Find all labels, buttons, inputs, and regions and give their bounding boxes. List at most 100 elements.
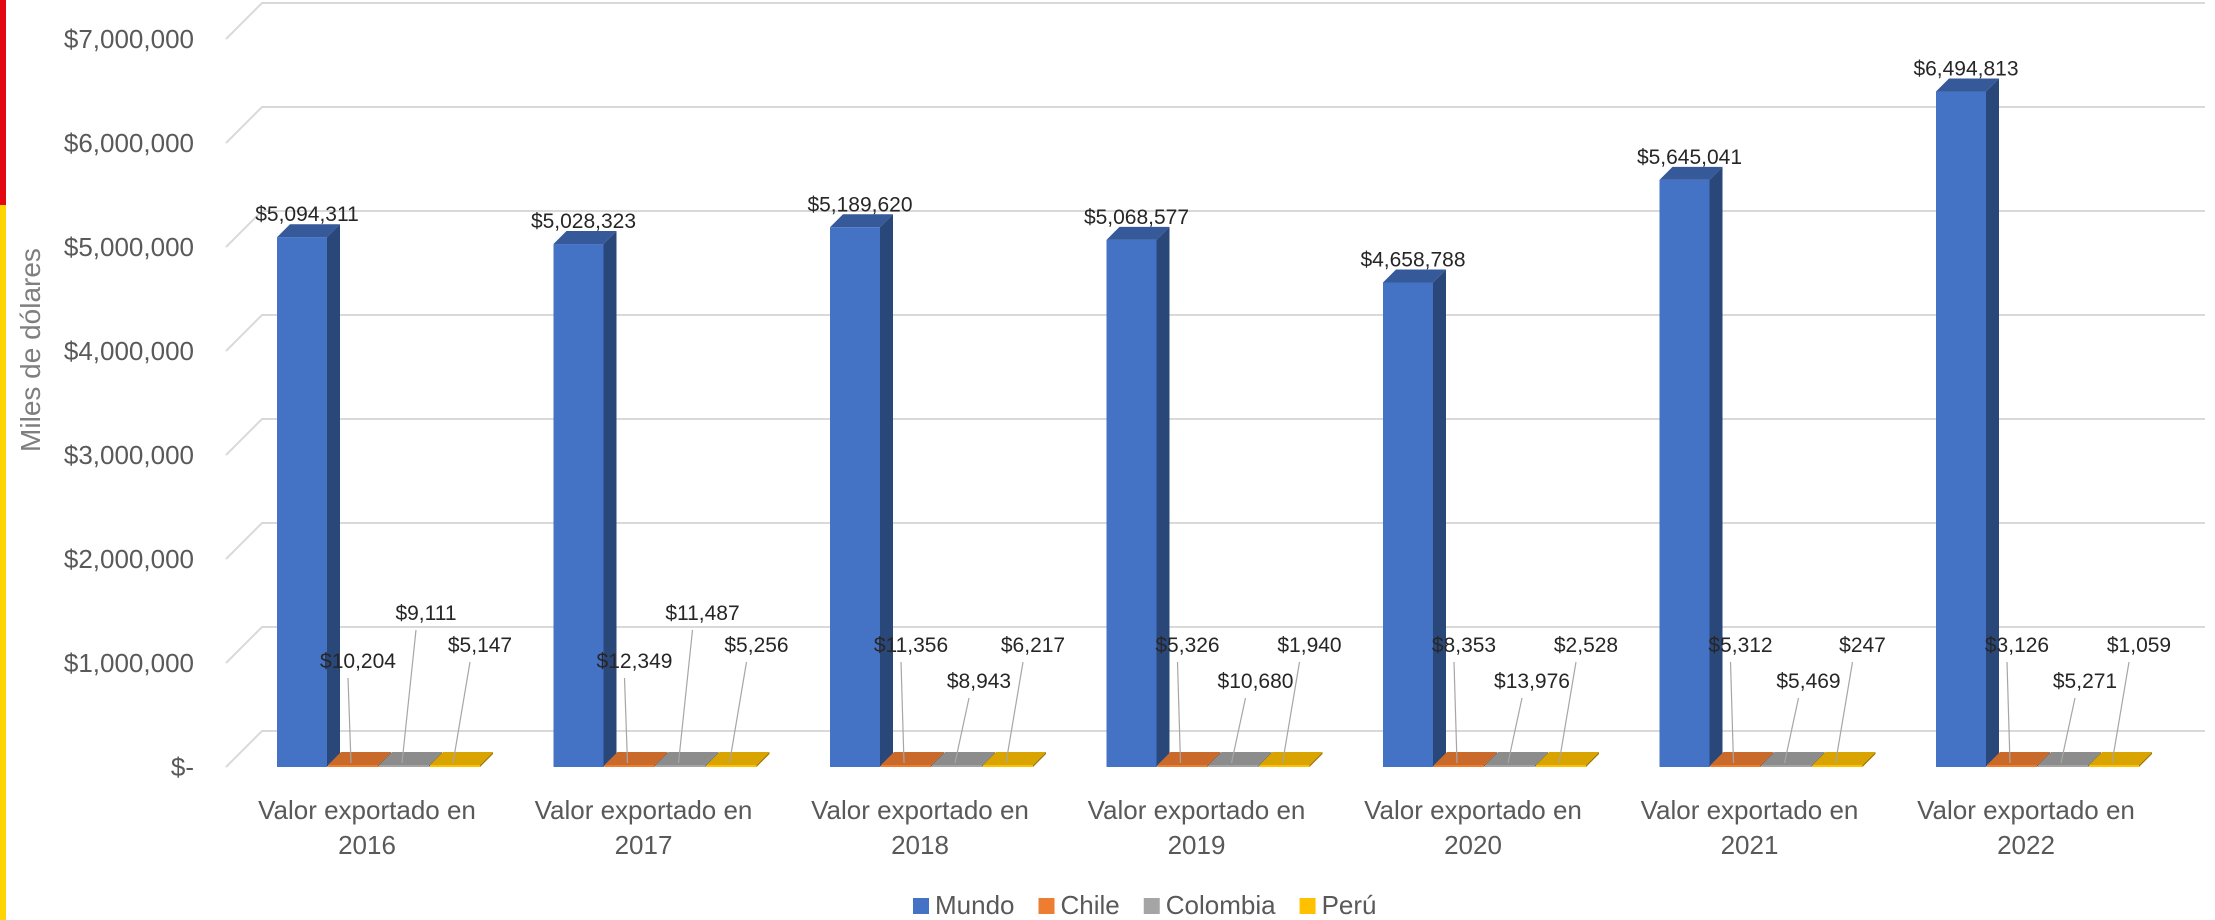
data-labels: $5,094,311 $10,204 $9,111 $5,147 $5,028,323 $… <box>255 58 2171 764</box>
legend-swatch-chile <box>1038 898 1055 914</box>
data-label: $5,028,323 <box>531 210 636 233</box>
leader-line <box>1507 697 1523 764</box>
bar-side <box>603 231 617 767</box>
data-label: $3,126 <box>1985 634 2049 657</box>
leader-line <box>452 661 471 764</box>
legend-label: Perú <box>1322 890 1377 920</box>
gridline <box>225 210 2205 248</box>
leader-line <box>1005 661 1024 764</box>
bar-perú <box>2089 765 2139 767</box>
bar-colombia <box>655 765 706 767</box>
data-label: $10,680 <box>1218 670 1294 693</box>
data-label: $6,494,813 <box>1913 58 2018 81</box>
data-label: $5,312 <box>1708 634 1772 657</box>
data-label: $5,094,311 <box>255 203 359 226</box>
y-tick-label: $6,000,000 <box>64 128 194 158</box>
x-tick-label: Valor exportado en <box>1641 795 1859 825</box>
bar-top <box>1987 752 2050 765</box>
x-tick-label: Valor exportado en <box>1364 795 1582 825</box>
bar-colombia <box>1761 765 1812 767</box>
data-label: $5,147 <box>448 634 512 657</box>
gridline <box>225 314 2205 352</box>
bar-side <box>327 224 340 767</box>
y-tick-label: $7,000,000 <box>64 24 194 54</box>
data-label: $11,487 <box>665 602 739 625</box>
bar-colombia <box>1208 765 1259 767</box>
bar-top <box>604 752 668 765</box>
data-label: $5,469 <box>1776 670 1840 693</box>
leader-line <box>623 677 629 764</box>
bar-side <box>1156 226 1170 768</box>
bar-chile <box>604 765 655 767</box>
bar-colombia <box>2038 765 2088 767</box>
bar-top <box>1761 752 1825 765</box>
legend-label: Mundo <box>935 890 1015 920</box>
bar-side <box>1862 752 1876 767</box>
bar-side <box>1309 752 1323 767</box>
bar-perú <box>430 765 480 767</box>
bar-mundo <box>1659 179 1710 767</box>
bar-chile <box>328 765 378 767</box>
y-tick-label: $5,000,000 <box>64 232 194 262</box>
leader-line <box>677 629 694 764</box>
leader-line <box>1453 661 1458 764</box>
y-axis-ticks: $- $1,000,000 $2,000,000 $3,000,000 $4,000,0… <box>64 24 194 782</box>
y-tick-label: $1,000,000 <box>64 648 194 678</box>
bar-side <box>880 214 893 767</box>
data-label: $5,326 <box>1155 634 1219 657</box>
bar-top <box>1710 752 1774 765</box>
bar-top <box>328 752 391 765</box>
x-tick-label: 2018 <box>891 830 949 860</box>
data-label: $6,217 <box>1001 634 1065 657</box>
gridline <box>225 730 2205 768</box>
bar-top <box>1157 752 1221 765</box>
bar-top <box>1659 166 1723 180</box>
bar-top <box>1106 226 1170 240</box>
x-tick-label: 2022 <box>1997 830 2055 860</box>
bar-colombia <box>1485 765 1535 767</box>
data-label: $8,943 <box>947 670 1011 693</box>
x-tick-label: Valor exportado en <box>811 795 1029 825</box>
bar-top <box>881 752 944 765</box>
gridlines <box>225 2 2205 768</box>
bar-top <box>430 752 493 765</box>
leader-line <box>347 677 352 764</box>
bar-chile <box>1157 765 1208 767</box>
bar-side <box>480 752 493 767</box>
bar-top <box>379 752 442 765</box>
bar-mundo <box>1106 239 1157 768</box>
data-label: $5,189,620 <box>807 193 912 216</box>
gridline <box>225 2 2205 40</box>
bars <box>277 78 2152 768</box>
bar-top <box>2089 752 2152 765</box>
leader-line <box>1558 661 1577 764</box>
bar-mundo <box>830 227 880 767</box>
data-label: $9,111 <box>395 602 456 625</box>
left-accent-yellow <box>0 205 6 920</box>
y-tick-label: $3,000,000 <box>64 440 194 470</box>
data-label: $12,349 <box>597 650 673 673</box>
bar-top <box>553 231 617 245</box>
legend-label: Colombia <box>1166 890 1276 920</box>
legend-swatch-mundo <box>913 898 929 914</box>
bar-top <box>932 752 995 765</box>
y-tick-label: $4,000,000 <box>64 336 194 366</box>
x-axis-ticks: Valor exportado en 2016 Valor exportado en… <box>258 795 2135 860</box>
gridline <box>225 418 2205 456</box>
data-label: $1,059 <box>2107 634 2171 657</box>
bar-top <box>1536 752 1599 765</box>
bar-colombia <box>932 765 982 767</box>
bar-top <box>706 752 770 765</box>
bar-top <box>2038 752 2101 765</box>
bar-side <box>1433 269 1446 767</box>
bar-top <box>1259 752 1323 765</box>
leader-line <box>2006 661 2011 764</box>
data-label: $4,658,788 <box>1360 248 1465 271</box>
gridline <box>225 106 2205 144</box>
y-axis-label: Miles de dólares <box>15 248 46 452</box>
bar-side <box>1986 78 1999 768</box>
x-tick-label: 2016 <box>338 830 396 860</box>
data-label: $1,940 <box>1277 634 1341 657</box>
data-label: $13,976 <box>1494 670 1570 693</box>
legend: Mundo Chile Colombia Perú <box>913 890 1377 920</box>
